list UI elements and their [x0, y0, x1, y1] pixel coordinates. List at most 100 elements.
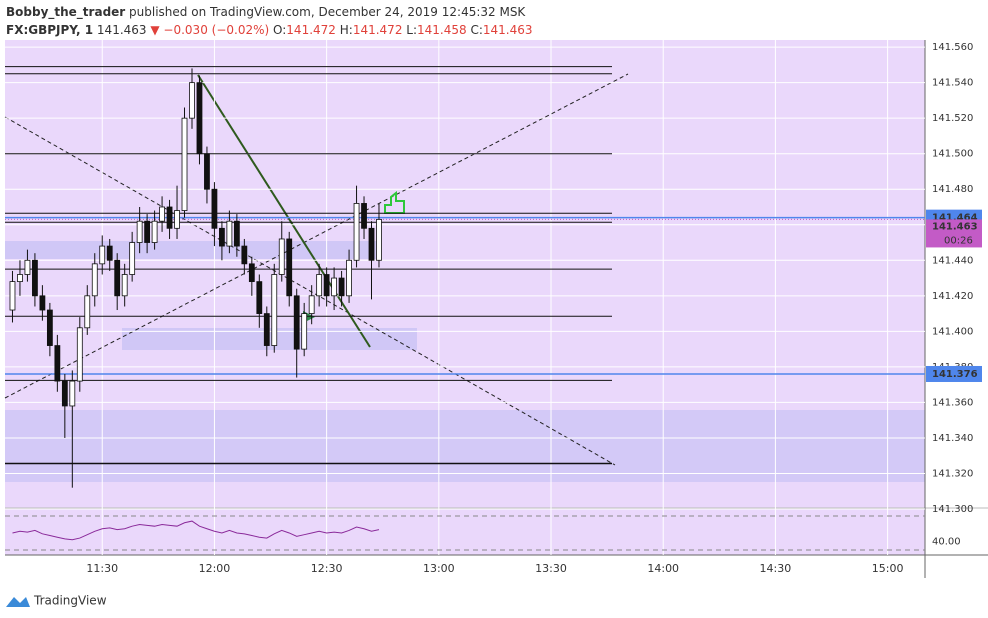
x-tick-label: 11:30 — [86, 562, 118, 575]
candle-body — [338, 277, 345, 297]
y-tick-label: 141.420 — [932, 291, 973, 302]
candle-body — [151, 220, 158, 243]
zone — [5, 241, 380, 259]
candle-body — [248, 263, 255, 283]
ohlc-label: H: — [340, 23, 353, 37]
candle-body — [24, 259, 31, 275]
ohlc-label: O: — [273, 23, 286, 37]
candle-body — [346, 259, 352, 297]
ohlc-value: 141.458 — [417, 23, 467, 37]
countdown: 00:26 — [944, 235, 973, 246]
header-line: Bobby_the_trader published on TradingVie… — [6, 5, 526, 20]
candle-body — [368, 227, 375, 261]
candle-body — [166, 206, 173, 229]
candle-body — [84, 295, 91, 329]
candle-body — [159, 206, 165, 222]
x-tick-label: 14:30 — [760, 562, 792, 575]
y-tick-label: 141.300 — [932, 504, 973, 515]
y-tick-label: 141.520 — [932, 113, 973, 124]
candle-body — [189, 82, 195, 119]
candle-body — [129, 242, 136, 275]
zone — [5, 410, 925, 482]
candle-body — [136, 220, 143, 243]
candle-body — [61, 380, 68, 407]
y-tick-label: 141.440 — [932, 255, 973, 266]
candle-body — [99, 245, 106, 265]
y-tick-label: 141.540 — [932, 78, 973, 89]
price-badge-label: 141.376 — [932, 369, 978, 380]
price-badge — [926, 365, 982, 382]
ohlc-value: 141.472 — [286, 23, 336, 37]
y-tick-label: 141.320 — [932, 468, 973, 479]
candle-body — [76, 327, 83, 382]
candle-body — [308, 295, 315, 314]
y-tick-label: 141.360 — [932, 397, 973, 408]
candle-body — [196, 82, 203, 155]
candle-body — [323, 274, 330, 297]
candle-body — [69, 380, 76, 407]
published: published on TradingView.com, December 2… — [129, 5, 526, 19]
change: ▼ −0.030 (−0.02%) — [150, 23, 269, 37]
candle-body — [144, 220, 151, 243]
ohlc-value: 141.463 — [483, 23, 533, 37]
price-axis — [925, 40, 988, 578]
logo — [6, 597, 30, 607]
x-tick-label: 12:00 — [199, 562, 231, 575]
candle-body — [263, 313, 270, 346]
ohlc-label: C: — [470, 23, 482, 37]
candle-body — [39, 295, 46, 311]
price-badge-label: 141.464 — [932, 213, 978, 224]
candle-body — [32, 259, 38, 297]
x-tick-label: 14:00 — [647, 562, 679, 575]
dashed-trend — [4, 73, 629, 399]
candle-body — [46, 309, 53, 346]
dashed-trend — [4, 116, 616, 466]
ohlc-value: 141.472 — [353, 23, 403, 37]
candle-body — [114, 259, 121, 297]
candle-body — [9, 281, 16, 311]
candle-body — [293, 295, 300, 350]
oscillator-line — [12, 520, 380, 541]
x-tick-label: 12:30 — [311, 562, 343, 575]
candle-body — [331, 277, 338, 297]
candle-body — [233, 220, 240, 247]
candle-body — [301, 313, 308, 350]
candle-body — [106, 245, 113, 261]
candle-body — [211, 188, 218, 229]
y-tick-label: 141.400 — [932, 326, 973, 337]
candle-body — [174, 210, 180, 229]
candle-body — [256, 281, 263, 314]
author: Bobby_the_trader — [6, 5, 125, 20]
candle-body — [278, 238, 285, 275]
brand: TradingView — [33, 594, 107, 608]
candle-body — [121, 274, 128, 297]
price: 141.463 — [97, 23, 147, 37]
candle-body — [17, 274, 23, 283]
oscillator-tick-label: 40.00 — [932, 536, 961, 547]
candle-body — [54, 345, 61, 382]
candle-body — [241, 245, 248, 265]
candle-body — [353, 203, 360, 261]
candle-body — [316, 274, 323, 297]
y-tick-label: 141.340 — [932, 433, 973, 444]
ohlc-label: L: — [406, 23, 417, 37]
x-tick-label: 15:00 — [872, 562, 904, 575]
candle-body — [91, 263, 98, 297]
candle-body — [286, 238, 293, 297]
y-tick-label: 141.560 — [932, 42, 973, 53]
x-tick-label: 13:30 — [535, 562, 567, 575]
price-badge-label: 141.463 — [932, 221, 978, 232]
candle-body — [376, 219, 382, 261]
candle-body — [361, 203, 367, 229]
candle-body — [181, 117, 188, 211]
y-tick-label: 141.500 — [932, 149, 973, 160]
price-badge — [926, 219, 982, 248]
candle-body — [219, 227, 225, 247]
symbol: FX:GBPJPY, 1 — [6, 23, 93, 37]
candle-body — [271, 274, 278, 346]
y-tick-label: 141.480 — [932, 184, 973, 195]
candle-body — [226, 220, 233, 247]
x-tick-label: 13:00 — [423, 562, 455, 575]
